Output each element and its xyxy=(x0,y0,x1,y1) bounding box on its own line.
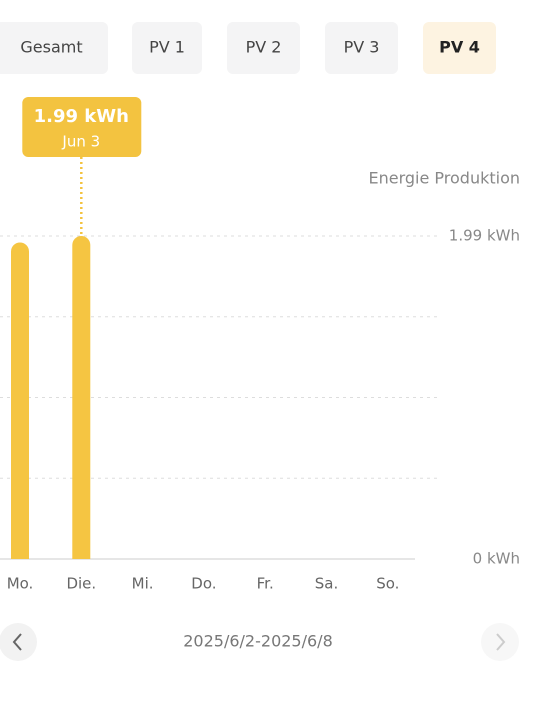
tooltip-date: Jun 3 xyxy=(61,133,100,151)
x-tick-label: Fr. xyxy=(257,575,274,593)
x-tick-label: Mo. xyxy=(7,575,34,593)
next-icon xyxy=(496,633,506,651)
x-tick-label: Sa. xyxy=(315,575,338,593)
tab-label[interactable]: PV 3 xyxy=(344,38,380,57)
date-range: 2025/6/2-2025/6/8 xyxy=(183,632,333,651)
tab[interactable] xyxy=(132,22,202,74)
y-tick-label: 0 kWh xyxy=(473,550,520,568)
prev-icon xyxy=(12,633,22,651)
tab[interactable] xyxy=(0,22,108,74)
tab[interactable] xyxy=(423,22,496,74)
x-tick-label: So. xyxy=(376,575,399,593)
tab-label[interactable]: PV 1 xyxy=(149,38,185,57)
tab[interactable] xyxy=(227,22,300,74)
prev-button-bg[interactable] xyxy=(0,623,37,661)
next-button-bg[interactable] xyxy=(481,623,519,661)
x-tick-label: Mi. xyxy=(132,575,154,593)
tooltip-value: 1.99 kWh xyxy=(34,106,129,127)
bar xyxy=(11,242,29,559)
bar xyxy=(72,236,91,560)
x-tick-label: Do. xyxy=(191,575,216,593)
tab[interactable] xyxy=(325,22,398,74)
next-button[interactable] xyxy=(481,623,519,661)
y-tick-label: 1.99 kWh xyxy=(449,227,520,245)
tab-label[interactable]: Gesamt xyxy=(20,38,82,57)
tooltip xyxy=(22,97,142,157)
x-tick-label: Die. xyxy=(66,575,96,593)
y-axis-label: Energie Produktion xyxy=(368,169,520,188)
tab-label[interactable]: PV 2 xyxy=(246,38,282,57)
tab-label[interactable]: PV 4 xyxy=(439,38,480,57)
tab-bar: Gesamt PV 1 PV 2 PV 3 PV 4 xyxy=(0,22,496,74)
prev-button[interactable] xyxy=(0,623,37,661)
